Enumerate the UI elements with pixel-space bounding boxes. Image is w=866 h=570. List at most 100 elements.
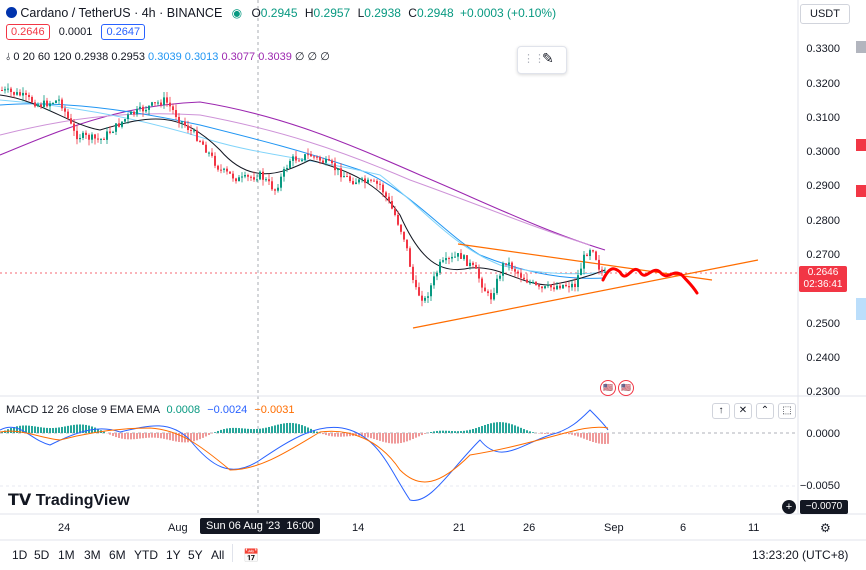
- ask-box[interactable]: 0.2647: [101, 24, 146, 40]
- tf-3m[interactable]: 3M: [84, 548, 101, 562]
- candle-body: [325, 159, 327, 163]
- candle-body: [19, 92, 21, 96]
- change-value: +0.0003 (+0.10%): [460, 6, 557, 20]
- clock[interactable]: 13:23:20 (UTC+8): [752, 548, 849, 562]
- macd-label[interactable]: MACD 12 26 close 9 EMA EMA: [6, 404, 160, 416]
- macd-histogram-bar: [52, 427, 54, 433]
- macd-histogram-bar: [442, 430, 444, 433]
- close-icon[interactable]: ✕: [734, 403, 752, 419]
- candle-body: [541, 286, 543, 289]
- macd-histogram-bar: [88, 425, 90, 433]
- symbol-title[interactable]: Cardano / TetherUS · 4h · BINANCE: [20, 6, 223, 20]
- macd-histogram-bar: [280, 423, 282, 433]
- candle-body: [346, 176, 348, 178]
- candle-body: [139, 106, 141, 109]
- candle-body: [52, 102, 54, 104]
- tf-6m[interactable]: 6M: [109, 548, 126, 562]
- macd-histogram-bar: [238, 428, 240, 433]
- tf-5y[interactable]: 5Y: [188, 548, 203, 562]
- candle-body: [565, 284, 567, 287]
- currency-button[interactable]: USDT: [800, 4, 850, 24]
- candle-body: [268, 179, 270, 182]
- candle-body: [331, 160, 333, 164]
- tf-5d[interactable]: 5D: [34, 548, 50, 562]
- macd-histogram-bar: [181, 433, 183, 443]
- candle-body: [286, 167, 288, 169]
- candle-body: [43, 100, 45, 107]
- candle-body: [172, 106, 174, 110]
- macd-histogram-bar: [214, 432, 216, 433]
- collapse-icon[interactable]: ⌃: [756, 403, 774, 419]
- tf-1y[interactable]: 1Y: [166, 548, 181, 562]
- macd-histogram-bar: [424, 433, 426, 434]
- candle-body: [292, 156, 294, 161]
- macd-histogram-bar: [361, 433, 363, 437]
- macd-histogram-bar: [457, 431, 459, 433]
- macd-histogram-bar: [28, 425, 30, 433]
- macd-histogram-bar: [418, 433, 420, 437]
- candle-body: [490, 293, 492, 300]
- macd-histogram-bar: [37, 426, 39, 433]
- macd-histogram-bar: [451, 431, 453, 433]
- candle-body: [406, 239, 408, 249]
- candle-body: [457, 253, 459, 257]
- brush-icon[interactable]: ✎: [542, 50, 554, 66]
- macd-histogram-bar: [118, 433, 120, 438]
- macd-histogram-bar: [175, 433, 177, 442]
- candle-body: [259, 171, 261, 180]
- macd-histogram-bar: [298, 424, 300, 433]
- tf-1m[interactable]: 1M: [58, 548, 75, 562]
- us-flag-icon[interactable]: 🇺🇸: [600, 380, 616, 396]
- candle-body: [16, 92, 18, 95]
- macd-histogram-bar: [259, 428, 261, 433]
- candle-body: [370, 179, 372, 181]
- candle-body: [313, 156, 315, 158]
- candle-body: [1, 90, 3, 91]
- time-tick: 6: [680, 522, 687, 534]
- tf-1d[interactable]: 1D: [12, 548, 28, 562]
- macd-histogram-bar: [109, 433, 111, 435]
- macd-histogram-bar: [343, 433, 345, 437]
- macd-histogram-bar: [289, 422, 291, 433]
- tf-ytd[interactable]: YTD: [134, 548, 158, 562]
- macd-histogram-bar: [271, 426, 273, 433]
- candle-body: [265, 179, 267, 181]
- ma-label[interactable]: 0 20 60 120: [13, 51, 72, 63]
- macd-histogram-bar: [55, 427, 57, 433]
- candle-body: [205, 144, 207, 153]
- macd-histogram-bar: [286, 423, 288, 433]
- tf-all[interactable]: All: [211, 548, 225, 562]
- macd-histogram-bar: [16, 426, 18, 433]
- candle-body: [13, 92, 15, 95]
- candle-body: [250, 176, 252, 178]
- macd-histogram-bar: [124, 433, 126, 440]
- candle-body: [304, 154, 306, 161]
- macd-histogram-bar: [241, 428, 243, 433]
- drawing-toolbar[interactable]: ⋮⋮ ✎: [517, 46, 567, 74]
- macd-histogram-bar: [121, 433, 123, 439]
- candle-body: [142, 106, 144, 112]
- ma-purple-line: [0, 101, 606, 251]
- us-flag-icon[interactable]: 🇺🇸: [618, 380, 634, 396]
- candle-body: [358, 179, 360, 183]
- macd-histogram-bar: [172, 433, 174, 441]
- bid-box[interactable]: 0.2646: [6, 24, 50, 40]
- macd-histogram-bar: [193, 433, 195, 442]
- candle-body: [169, 102, 171, 107]
- date-range-icon[interactable]: 📅: [243, 548, 260, 563]
- candle-body: [115, 123, 117, 132]
- maximize-icon[interactable]: ⬚: [778, 403, 796, 419]
- drag-handle-icon[interactable]: ⋮⋮: [523, 53, 545, 65]
- macd-histogram-bar: [574, 433, 576, 436]
- candle-body: [256, 179, 258, 181]
- candle-body: [229, 171, 231, 174]
- macd-histogram-bar: [253, 429, 255, 433]
- macd-histogram-bar: [403, 433, 405, 443]
- move-up-icon[interactable]: ↑: [712, 403, 730, 419]
- macd-histogram-bar: [508, 423, 510, 433]
- candle-body: [178, 116, 180, 123]
- settings-icon[interactable]: ⚙: [820, 521, 831, 535]
- add-icon[interactable]: +: [782, 500, 796, 514]
- candle-body: [61, 99, 63, 109]
